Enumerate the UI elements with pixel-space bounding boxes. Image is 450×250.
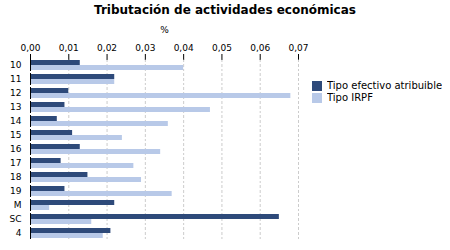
svg-text:18: 18	[10, 172, 22, 182]
html-text:Tributación de actividades eco: Tributación de actividades económicas	[94, 3, 356, 17]
svg-text:0,04: 0,04	[174, 43, 194, 53]
html-text:Tipo IRPF: Tipo IRPF	[327, 92, 373, 103]
svg-text:14: 14	[10, 116, 22, 126]
svg-text:13: 13	[10, 102, 21, 112]
svg-text:M: M	[14, 200, 22, 210]
svg-text:0,02: 0,02	[97, 43, 117, 53]
svg-text:SC: SC	[10, 214, 22, 224]
svg-text:19: 19	[10, 186, 22, 196]
svg-text:4: 4	[16, 228, 22, 238]
svg-text:0,06: 0,06	[250, 43, 270, 53]
html-text:Tipo efectivo atribuible: Tipo efectivo atribuible	[327, 80, 443, 91]
svg-text:16: 16	[10, 144, 22, 154]
svg-text:0,07: 0,07	[288, 43, 308, 53]
svg-text:11: 11	[10, 74, 21, 84]
svg-text:17: 17	[10, 158, 21, 168]
svg-text:0,03: 0,03	[135, 43, 155, 53]
svg-text:10: 10	[10, 60, 22, 70]
svg-text:0,00: 0,00	[20, 43, 40, 53]
svg-text:%: %	[160, 25, 169, 35]
svg-text:0,05: 0,05	[212, 43, 232, 53]
svg-text:0,01: 0,01	[59, 43, 79, 53]
svg-text:12: 12	[10, 88, 21, 98]
svg-text:15: 15	[10, 130, 21, 140]
